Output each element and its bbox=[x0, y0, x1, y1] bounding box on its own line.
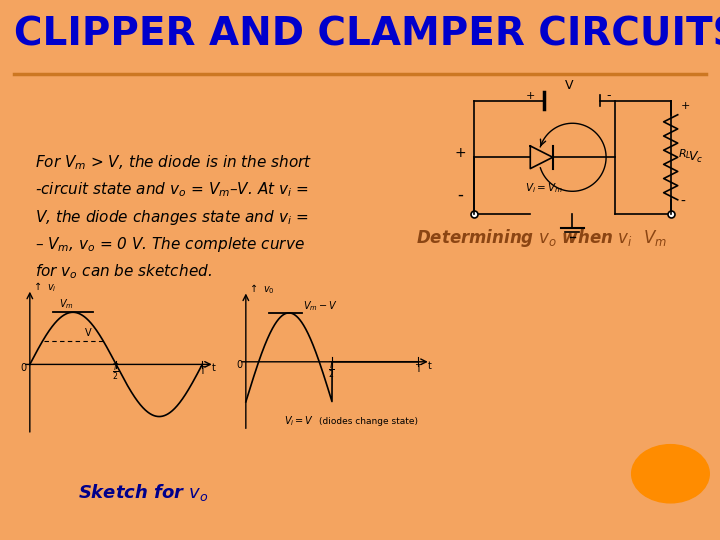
Text: $V_m - V$: $V_m - V$ bbox=[303, 299, 338, 313]
Text: For $V_m$ > V, the diode is in the short
-circuit state and $v_o$ = $V_m$–V. At : For $V_m$ > V, the diode is in the short… bbox=[35, 153, 313, 281]
Circle shape bbox=[631, 444, 709, 503]
Text: t: t bbox=[211, 363, 215, 373]
Text: CLIPPER AND CLAMPER CIRCUITS: CLIPPER AND CLAMPER CIRCUITS bbox=[14, 16, 720, 53]
Text: -: - bbox=[457, 186, 463, 204]
Text: +: + bbox=[526, 91, 535, 101]
Text: T: T bbox=[415, 364, 421, 374]
Text: 0: 0 bbox=[21, 363, 27, 373]
Text: (diodes change state): (diodes change state) bbox=[319, 417, 418, 426]
Text: Determining $v_o$ when $v_i$  $V_m$: Determining $v_o$ when $v_i$ $V_m$ bbox=[416, 227, 667, 249]
Text: +: + bbox=[680, 101, 690, 111]
Text: +: + bbox=[454, 146, 466, 160]
Text: V: V bbox=[565, 79, 574, 92]
Text: $V_i = V_m$: $V_i = V_m$ bbox=[526, 181, 563, 195]
Text: Sketch for $v_o$: Sketch for $v_o$ bbox=[78, 482, 208, 503]
Text: -: - bbox=[680, 194, 685, 208]
Text: -: - bbox=[607, 89, 611, 102]
Text: $\frac{T}{2}$: $\frac{T}{2}$ bbox=[112, 362, 120, 383]
Text: t: t bbox=[427, 361, 431, 371]
Text: $V_m$: $V_m$ bbox=[58, 297, 73, 311]
Text: 0: 0 bbox=[237, 360, 243, 370]
Text: $\uparrow$ $v_i$: $\uparrow$ $v_i$ bbox=[32, 280, 57, 294]
Text: $\uparrow$ $v_0$: $\uparrow$ $v_0$ bbox=[248, 282, 275, 296]
Text: $R_L$: $R_L$ bbox=[678, 147, 691, 161]
Text: V: V bbox=[85, 328, 91, 338]
Text: $V_i = V$: $V_i = V$ bbox=[284, 414, 315, 428]
Text: $V_c$: $V_c$ bbox=[688, 150, 703, 165]
Text: $\frac{T}{2}$: $\frac{T}{2}$ bbox=[328, 360, 336, 381]
Text: T: T bbox=[199, 366, 205, 376]
